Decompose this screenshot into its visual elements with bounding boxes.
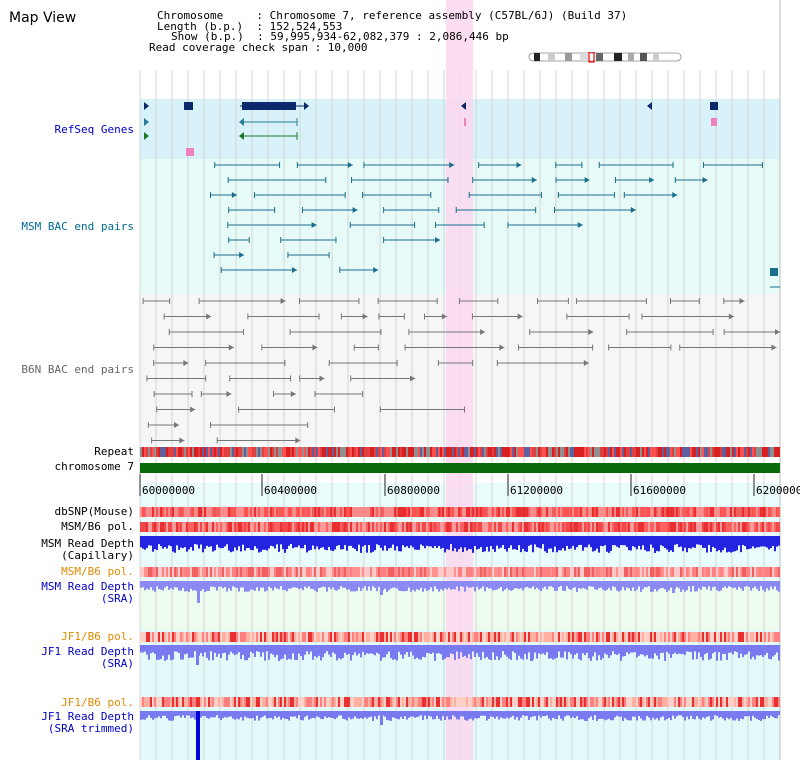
track-label-msm-depth-cap-2: (Capillary) [61,549,134,562]
jf1-pol-strip [140,632,780,642]
track-label-jf1-pol: JF1/B6 pol. [61,630,134,643]
jf1-pol2-strip [140,697,780,707]
coverage-line: Read coverage check span : 10,000 [149,40,368,54]
axis-tick-label: 61600000 [633,484,686,497]
track-label-msm-depth-sra-2: (SRA) [100,592,134,605]
msm-depth-capillary [140,536,780,553]
axis-tick-label: 60800000 [387,484,440,497]
chromosome-line: Chromosome : Chromosome 7, reference ass… [157,9,628,22]
dbsnp-strip [140,507,780,517]
jf1-depth-trim [140,711,780,725]
track-label-b6n-bac[interactable]: B6N BAC end pairs [21,363,134,376]
track-label-jf1-trim-1: JF1 Read Depth [41,710,134,723]
axis-tick-label: 60400000 [264,484,317,497]
repeat-strip [140,447,780,457]
refseq-genes[interactable] [144,102,718,156]
msm-bac-pairs[interactable] [210,162,780,288]
axis-tick-label: 60000000 [142,484,195,497]
track-label-repeat: Repeat [94,445,134,458]
b6n-bac-pairs[interactable] [142,298,780,444]
track-label-msm-pol: MSM/B6 pol. [61,520,134,533]
msm-pol2-strip [140,567,780,577]
track-label-msm-bac[interactable]: MSM BAC end pairs [21,220,134,233]
jf1-depth-sra [140,645,780,665]
track-label-dbsnp: dbSNP(Mouse) [54,505,134,518]
track-label-msm-depth-sra-1: MSM Read Depth [41,580,134,593]
msm-pol-strip [140,522,780,532]
track-label-jf1-depth-2: (SRA) [100,657,134,670]
track-label-msm-pol-2: MSM/B6 pol. [61,565,134,578]
track-label-jf1-depth-1: JF1 Read Depth [41,645,134,658]
msm-depth-sra [140,581,780,603]
track-label-jf1-trim-2: (SRA trimmed) [47,722,134,735]
chromosome-bar [140,463,780,473]
chromosome-ideogram[interactable] [528,52,684,64]
track-label-msm-depth-cap-1: MSM Read Depth [41,537,134,550]
axis-tick-label: 61200000 [510,484,563,497]
track-label-jf1-pol-2: JF1/B6 pol. [61,696,134,709]
length-line: Length (b.p.) : 152,524,553 [157,19,343,33]
page-title: Map View [9,10,77,26]
axis-tick-label: 62000000 [756,484,800,497]
header-info: Chromosome : Chromosome 7, reference ass… [149,9,628,54]
track-label-chromosome: chromosome 7 [54,460,134,473]
show-line: Show (b.p.) : 59,995,934-62,082,379 : 2,… [171,30,509,43]
jf1-trim-spike [196,711,200,760]
track-label-refseq[interactable]: RefSeq Genes [54,123,134,136]
